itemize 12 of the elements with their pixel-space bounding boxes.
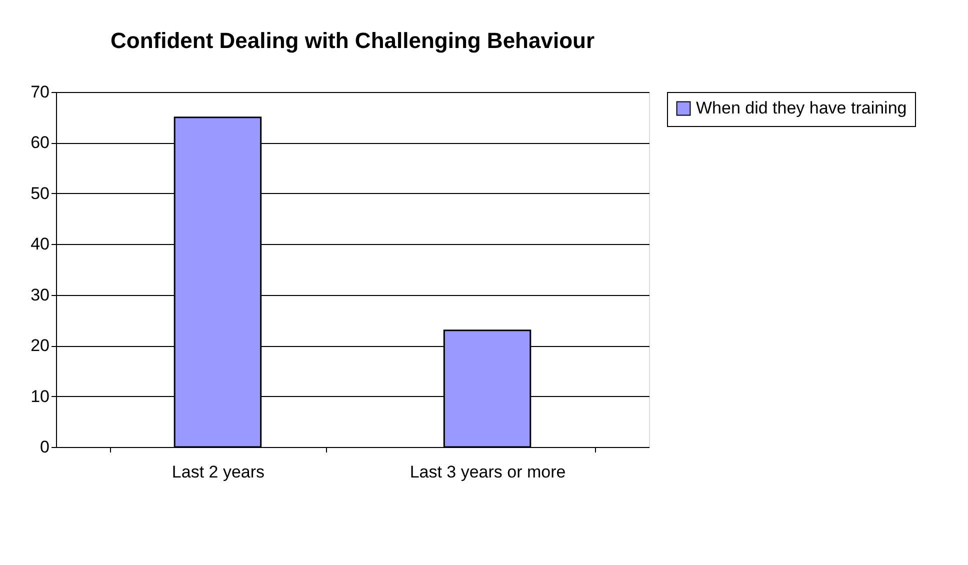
y-tick-label: 40 [30, 234, 50, 254]
y-tick-label: 60 [30, 133, 50, 152]
y-tick-label: 30 [30, 285, 50, 304]
y-tick-label: 20 [30, 336, 50, 356]
x-tick-label: Last 3 years or more [410, 462, 566, 482]
y-tick-label: 10 [30, 386, 50, 406]
y-tick-label: 0 [40, 438, 50, 456]
x-tick-label: Last 2 years [172, 462, 265, 482]
legend-label: When did they have training [696, 98, 907, 118]
chart-title: Confident Dealing with Challenging Behaviour [110, 28, 595, 53]
y-tick-label: 70 [30, 82, 50, 102]
y-tick-label: 50 [30, 184, 50, 203]
